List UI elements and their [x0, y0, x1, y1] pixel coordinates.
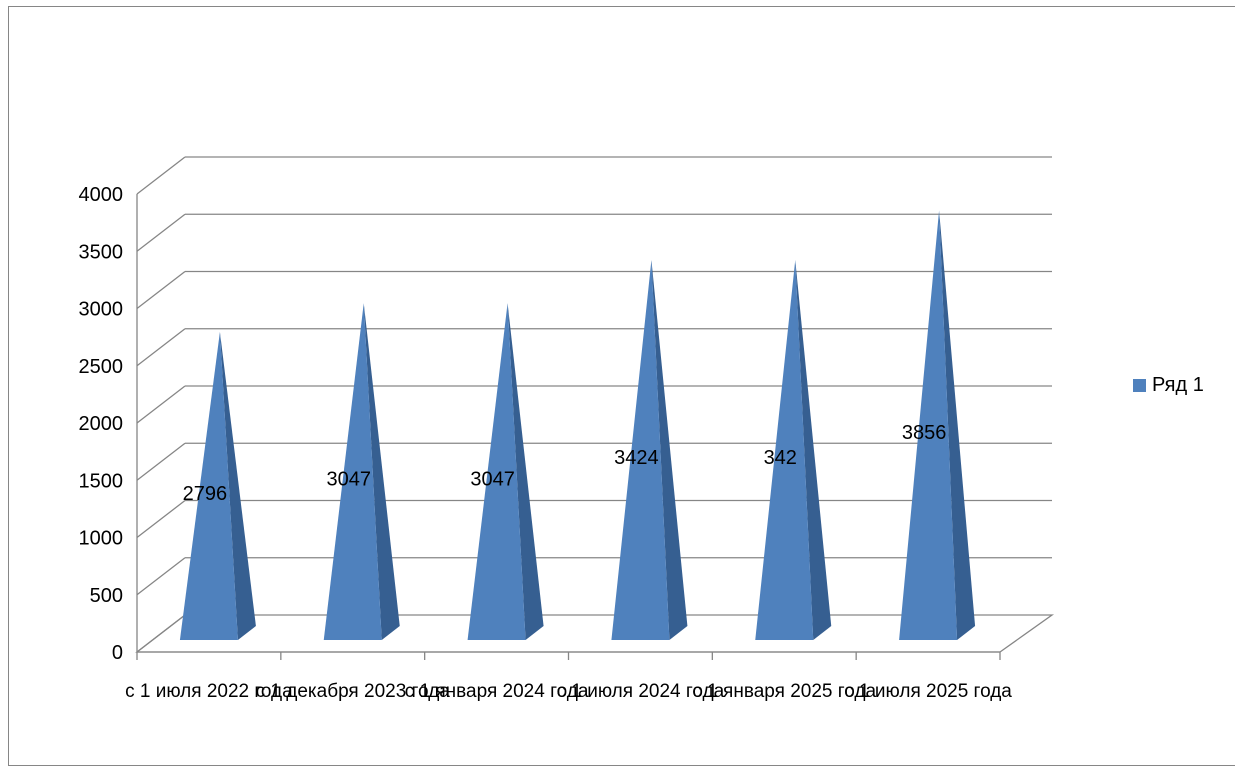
- y-tick-label: 1000: [79, 528, 124, 550]
- data-label: 3856: [902, 422, 947, 444]
- gridline-diagonal: [136, 442, 186, 481]
- labels: 0 500 1000 1500 2000 2500 3000 3500 4000 2796 с 1 …: [79, 184, 1013, 702]
- x-tick-label: с 1 января 2024 года: [405, 681, 589, 702]
- legend: Ряд 1: [1133, 374, 1204, 397]
- pyramid: [611, 259, 670, 640]
- data-label: 3424: [614, 447, 659, 469]
- gridline-diagonal: [136, 213, 186, 252]
- pyramid-side: [651, 259, 688, 640]
- y-tick-label: 2500: [79, 356, 124, 378]
- x-tick-label: с 1 декабря 2023 года: [256, 681, 451, 702]
- pyramid-side: [507, 303, 544, 640]
- pyramid: [755, 259, 814, 640]
- x-tick-label: с 1 июля 2022 года: [125, 681, 293, 702]
- x-tick-label: с 1 июля 2025 года: [844, 681, 1012, 702]
- data-label: 2796: [183, 483, 228, 505]
- pyramid: [899, 210, 958, 640]
- gridline-diagonal: [136, 270, 186, 310]
- gridline-diagonal: [136, 499, 186, 539]
- y-tick-label: 3500: [79, 241, 124, 263]
- x-tick-label: с 1 июля 2024 года: [557, 681, 725, 702]
- gridline-diagonal: [136, 385, 186, 424]
- y-tick-label: 500: [90, 585, 123, 607]
- gridlines: [136, 156, 1052, 653]
- pyramid: [323, 303, 382, 640]
- y-tick-label: 3000: [79, 299, 124, 321]
- pyramid: [467, 303, 526, 640]
- data-label: 3047: [470, 469, 515, 491]
- pyramid-side: [363, 303, 400, 640]
- pyramid-side: [219, 331, 256, 640]
- y-tick-label: 0: [112, 642, 123, 664]
- legend-label: Ряд 1: [1152, 374, 1204, 396]
- pyramids: [179, 210, 976, 640]
- legend-swatch: [1133, 379, 1146, 392]
- y-tick-label: 2000: [79, 413, 124, 435]
- data-label: 342: [764, 447, 797, 469]
- axes: [135, 194, 1055, 660]
- y-tick-label: 1500: [79, 470, 124, 492]
- gridline-diagonal: [136, 156, 186, 195]
- x-tick-label: с 1 января 2025 года: [692, 681, 876, 702]
- y-tick-label: 4000: [79, 184, 124, 206]
- pyramid-side: [939, 210, 976, 640]
- gridline-diagonal: [136, 557, 186, 596]
- pyramid: [179, 331, 238, 640]
- data-label: 3047: [327, 469, 372, 491]
- pyramid-side: [795, 259, 832, 640]
- gridline-diagonal: [136, 328, 186, 367]
